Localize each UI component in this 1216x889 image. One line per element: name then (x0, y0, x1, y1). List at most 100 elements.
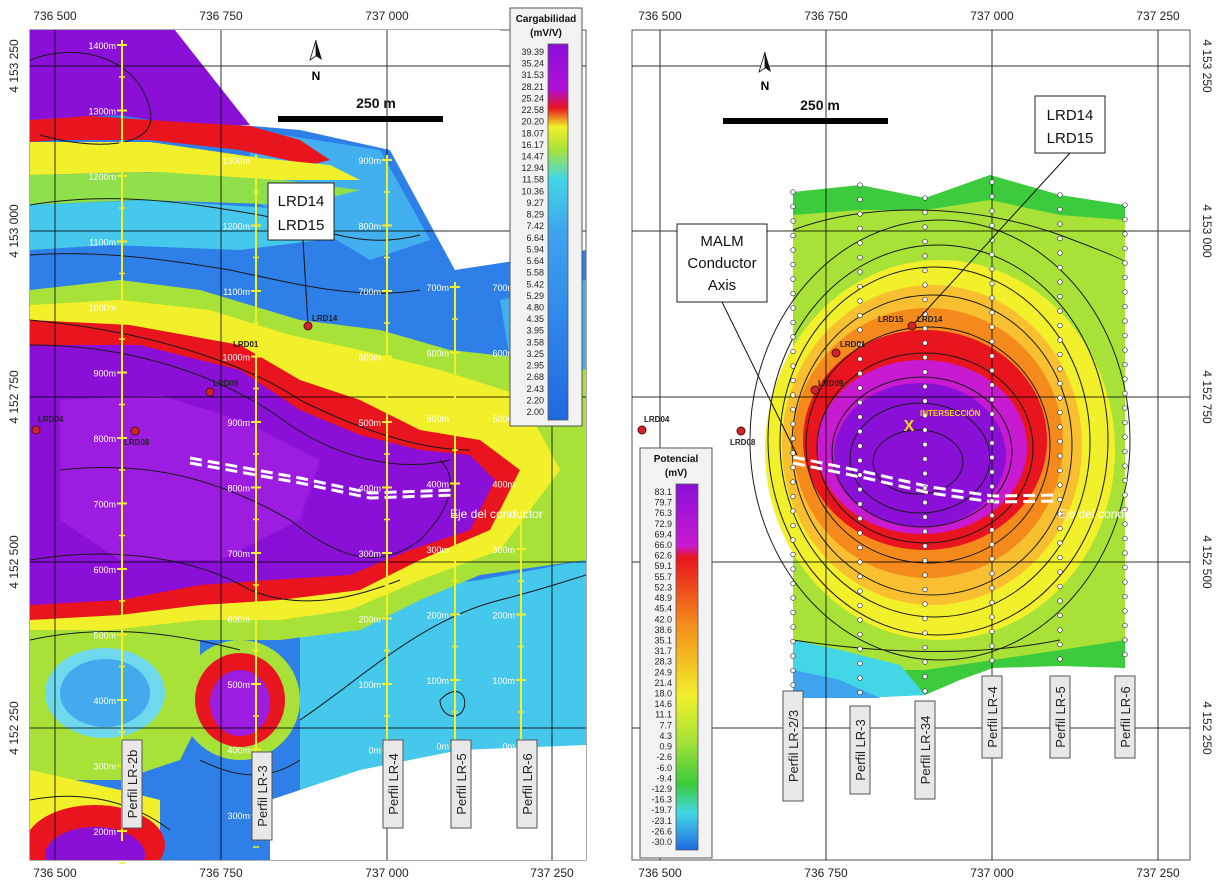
station-dot (790, 348, 796, 355)
station-dot (857, 457, 863, 464)
right-callout-drillholes: LRD14 LRD15 (911, 95, 1106, 327)
profile-label-bg (121, 739, 143, 829)
legend-value: 3.95 (526, 326, 544, 336)
station-dot (989, 483, 995, 490)
profile-station-label: 500m (93, 631, 116, 641)
profile-station-label: 500m (227, 680, 250, 690)
station-dot (790, 493, 796, 500)
profile-label-bg (914, 700, 936, 800)
legend-value: 72.9 (654, 519, 672, 529)
profile-station-label: 600m (492, 349, 515, 359)
station-dot (989, 454, 995, 461)
right-contour-fill (749, 175, 1131, 698)
station-dot (922, 514, 928, 520)
station-dot (790, 232, 796, 239)
profile-station-label: 300m (492, 545, 515, 555)
drillhole-marker (637, 425, 647, 435)
left-legend-unit: (mV/V) (530, 28, 562, 39)
profile-label: Perfil LR-5 (454, 753, 469, 814)
station-dot (989, 309, 995, 316)
legend-value: 11.1 (655, 710, 672, 720)
left-drillhole-label-lrd04: LRD04 (38, 415, 64, 424)
station-dot (857, 689, 863, 696)
drillhole-marker (303, 321, 313, 331)
legend-value: 24.9 (654, 667, 672, 677)
right-intersection-label: INTERSECCIÓN (920, 409, 981, 418)
right-y-tick-3: 4 152 500 (1200, 535, 1214, 589)
right-scale-bar: 250 m (723, 97, 888, 124)
station-dot (922, 398, 928, 404)
right-y-tick-2: 4 152 750 (1200, 370, 1214, 424)
profile-station-label: 700m (93, 500, 116, 510)
right-north-label: N (761, 79, 770, 93)
right-legend-values: 83.179.776.372.969.466.062.659.155.752.3… (651, 487, 672, 847)
station-dot (857, 530, 863, 536)
station-dot (1122, 216, 1128, 223)
legend-value: -9.4 (656, 773, 672, 783)
drillhole-marker (907, 321, 917, 331)
legend-value: 9.27 (526, 198, 544, 208)
station-dot (790, 421, 796, 427)
station-dot (922, 267, 928, 274)
profile-station-label: 900m (358, 156, 381, 166)
station-dot (1122, 535, 1128, 542)
left-purple-s-ellipse (45, 827, 145, 860)
legend-value: 14.47 (521, 152, 544, 162)
left-conductor-axis (189, 456, 456, 500)
station-dot (790, 624, 796, 630)
station-dot (857, 283, 863, 290)
station-dot (922, 557, 928, 564)
legend-value: 42.0 (654, 614, 672, 624)
profile-label: Perfil LR-4 (985, 686, 1000, 747)
station-dot (857, 254, 863, 261)
profile-label-box: Perfil LR-5 (450, 739, 472, 829)
profile-station-label: 300m (426, 545, 449, 555)
station-dot (1122, 463, 1128, 469)
legend-value: 6.64 (526, 233, 544, 243)
left-contour-fill (30, 30, 586, 860)
profile-label-bg (782, 690, 804, 802)
station-dot (857, 182, 863, 188)
profile-label-box: Perfil LR-6 (516, 739, 538, 829)
station-dot (989, 382, 995, 388)
station-dot (922, 354, 928, 361)
station-dot (1057, 496, 1063, 503)
profile-station-label: 400m (426, 480, 449, 490)
profile-station-label: 1400m (88, 41, 116, 51)
legend-value: 69.4 (654, 529, 672, 539)
legend-value: 28.3 (654, 657, 672, 667)
station-dot (1057, 395, 1063, 401)
station-dot (1122, 231, 1128, 237)
station-dot (790, 566, 796, 572)
station-dot (857, 385, 863, 391)
legend-value: -19.7 (651, 805, 672, 815)
legend-value: 45.4 (654, 604, 672, 614)
profile-label-bg (251, 751, 273, 841)
station-dot (790, 667, 796, 674)
station-dot (922, 383, 928, 390)
profile-station-label: 1100m (223, 287, 250, 297)
station-dot (1057, 308, 1063, 314)
left-survey-profiles: 1400m 1300m 1200m 1100m 1000m 900m 800m 700m 600… (88, 40, 538, 864)
legend-value: 2.95 (526, 361, 544, 371)
station-dot (1057, 641, 1063, 648)
station-dot (1057, 569, 1063, 575)
station-dot (1057, 511, 1063, 517)
left-x-tick-bottom-0: 736 500 (33, 866, 77, 880)
station-dot (790, 609, 796, 616)
profile-station-label: 100m (492, 676, 515, 686)
legend-value: 76.3 (654, 508, 672, 518)
profile-label: Perfil LR-3 (853, 719, 868, 780)
station-dot (1122, 506, 1128, 513)
left-scale-bar: 250 m (278, 95, 443, 122)
station-dot (922, 209, 928, 216)
profile-label-box: Perfil LR-5 (1049, 675, 1071, 759)
station-dot (857, 356, 863, 362)
station-dot (790, 638, 796, 645)
station-dot (989, 295, 995, 301)
right-x-tick-bottom-2: 737 000 (970, 866, 1014, 880)
station-dot (857, 515, 863, 522)
left-y-ticks: 4 153 250 4 153 000 4 152 750 4 152 500 … (7, 39, 21, 755)
legend-value: 3.58 (526, 337, 544, 347)
